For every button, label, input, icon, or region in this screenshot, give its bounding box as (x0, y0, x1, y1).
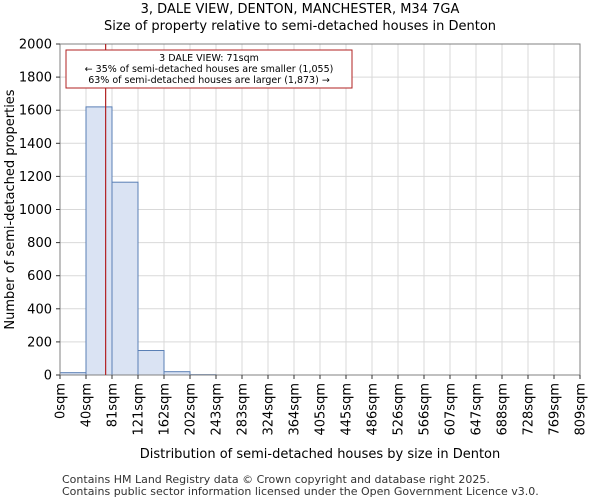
x-tick-label: 526sqm (392, 383, 407, 436)
footer-line-1: Contains HM Land Registry data © Crown c… (62, 473, 490, 486)
x-tick-label: 121sqm (132, 383, 147, 436)
bar (137, 350, 165, 376)
y-tick-label: 1800 (19, 71, 52, 86)
x-tick-label: 243sqm (210, 383, 225, 436)
y-axis-label: Number of semi-detached properties (3, 89, 18, 329)
histogram-chart: 0 200 400 600 800 1000 1200 1400 1600 1800 2000 0sq… (3, 38, 589, 463)
x-tick-label: 566sqm (418, 383, 433, 436)
y-tick-label: 1600 (19, 104, 52, 119)
x-tick-label: 607sqm (444, 383, 459, 436)
y-tick-label: 800 (27, 236, 52, 251)
chart-title: 3, DALE VIEW, DENTON, MANCHESTER, M34 7G… (140, 2, 460, 17)
x-tick-label: 688sqm (496, 383, 511, 436)
bar (111, 181, 139, 376)
x-tick-label: 486sqm (366, 383, 381, 436)
x-tick-label: 202sqm (184, 383, 199, 436)
annotation-line: ← 35% of semi-detached houses are smalle… (85, 64, 334, 75)
y-tick-label: 1000 (19, 203, 52, 218)
x-tick-label: 647sqm (470, 383, 485, 436)
x-tick-label: 769sqm (548, 383, 563, 436)
y-tick-label: 2000 (19, 38, 52, 53)
x-tick-label: 0sqm (54, 383, 69, 419)
annotation-box (65, 49, 353, 89)
x-tick-label: 81sqm (106, 383, 121, 427)
x-tick-label: 445sqm (340, 383, 355, 436)
x-tick-label: 728sqm (522, 383, 537, 436)
annotation-line: 63% of semi-detached houses are larger (… (88, 75, 330, 86)
x-tick-label: 283sqm (236, 383, 251, 436)
y-tick-label: 400 (27, 302, 52, 317)
y-tick-label: 0 (44, 369, 52, 384)
y-tick-label: 200 (27, 335, 52, 350)
footer-line-2: Contains public sector information licen… (62, 485, 539, 498)
chart-subtitle: Size of property relative to semi-detach… (103, 19, 497, 34)
x-tick-label: 162sqm (158, 383, 173, 436)
annotation-line: 3 DALE VIEW: 71sqm (159, 53, 259, 64)
x-tick-label: 324sqm (262, 383, 277, 436)
y-tick-label: 1200 (19, 170, 52, 185)
y-tick-label: 1400 (19, 137, 52, 152)
y-tick-label: 600 (27, 269, 52, 284)
x-axis-label: Distribution of semi-detached houses by … (140, 447, 501, 462)
x-tick-label: 809sqm (574, 383, 589, 436)
bar (85, 106, 113, 376)
x-tick-label: 364sqm (288, 383, 303, 436)
x-tick-label: 405sqm (314, 383, 329, 436)
x-tick-label: 40sqm (80, 383, 95, 427)
